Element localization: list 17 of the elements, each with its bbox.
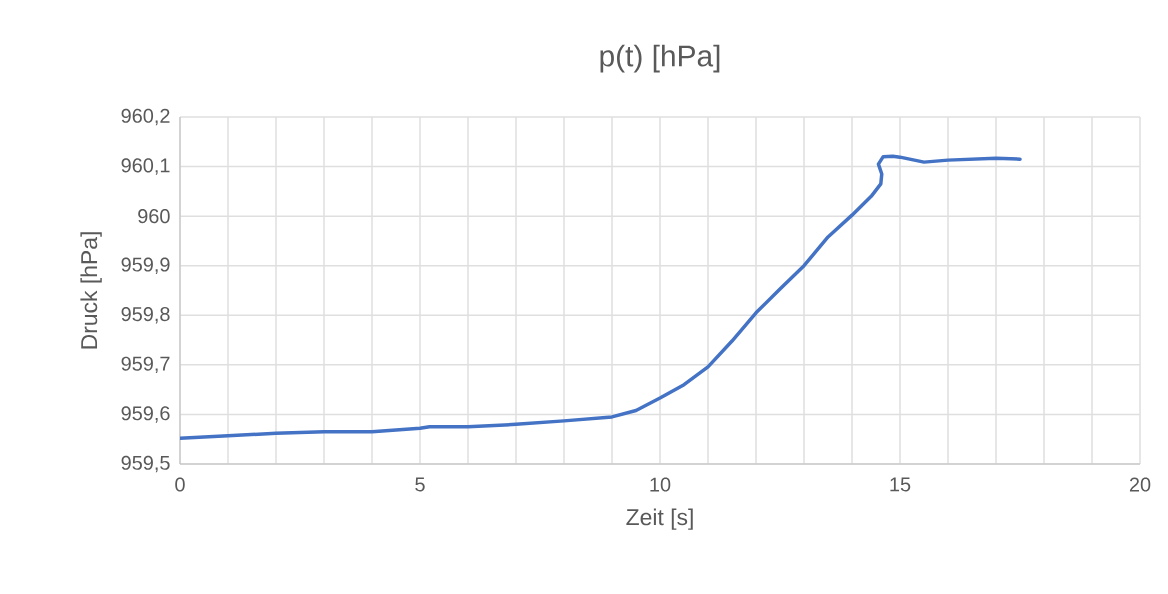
line-series: [180, 154, 1022, 440]
x-axis-title: Zeit [s]: [626, 508, 693, 530]
y-axis-title: Druck [hPa]: [80, 232, 102, 349]
chart-title: p(t) [hPa]: [600, 44, 720, 73]
x-tick-label: 10: [650, 477, 671, 492]
y-tick-label: 959,5: [121, 455, 170, 473]
y-tick-label: 959,8: [121, 307, 170, 324]
y-tick-label: 960: [138, 209, 170, 224]
x-tick-label: 5: [415, 477, 425, 492]
y-tick-label: 959,6: [121, 406, 170, 423]
x-tick-label: 0: [175, 477, 185, 492]
y-tick-label: 960,1: [121, 158, 170, 175]
y-tick-label: 960,2: [121, 108, 170, 126]
y-tick-label: 959,7: [121, 356, 170, 374]
y-tick-label: 959,9: [121, 257, 170, 274]
x-tick-label: 20: [1129, 477, 1151, 492]
x-tick-label: 15: [890, 477, 911, 492]
